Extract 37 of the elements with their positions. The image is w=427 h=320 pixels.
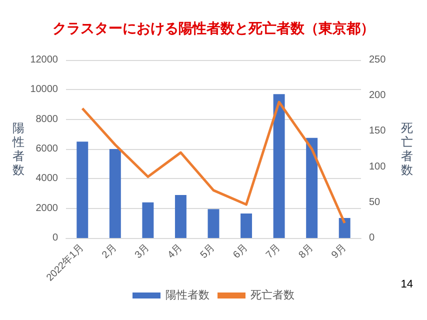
y-tick-label: 0	[52, 232, 58, 244]
x-tick-label: 7月	[264, 242, 283, 261]
chart-title: クラスターにおける陽性者数と死亡者数（東京都）	[52, 20, 374, 36]
y-axis-title: 陽性者数	[11, 121, 24, 177]
y-tick-label: 2000	[36, 202, 58, 214]
bar	[208, 209, 220, 238]
bar	[240, 214, 252, 238]
x-tick-label: 6月	[231, 242, 250, 261]
y2-tick-label: 250	[369, 54, 386, 66]
bar	[174, 194, 186, 238]
x-tick-label: 3月	[133, 242, 152, 261]
bar	[109, 149, 121, 238]
x-tick-label: 9月	[330, 242, 348, 261]
y-tick-label: 10000	[30, 84, 58, 96]
y-tick-label: 4000	[36, 173, 58, 184]
bar	[142, 202, 154, 238]
legend-label: 死亡者数	[250, 288, 294, 302]
x-tick-label: 8月	[296, 242, 316, 261]
y-tick-label: 6000	[36, 144, 58, 154]
line-series	[81, 100, 346, 224]
y2-tick-label: 50	[369, 196, 381, 208]
x-tick-label: 5月	[198, 242, 218, 261]
text: 14	[400, 278, 414, 290]
y-tick-label: 8000	[36, 114, 58, 125]
bar	[306, 138, 318, 238]
y2-tick-label: 150	[369, 126, 386, 137]
bar	[273, 94, 285, 238]
y2-tick-label: 0	[369, 232, 375, 244]
x-tick-label: 4月	[166, 242, 185, 261]
y-tick-label: 12000	[30, 54, 58, 66]
legend-label: 陽性者数	[166, 288, 210, 302]
y2-axis-title: 死亡者数	[401, 121, 413, 177]
y2-tick-label: 200	[369, 90, 386, 102]
bar	[76, 142, 88, 238]
y2-tick-label: 100	[369, 161, 386, 172]
bar	[338, 218, 350, 238]
x-tick-label: 2月	[100, 242, 120, 261]
